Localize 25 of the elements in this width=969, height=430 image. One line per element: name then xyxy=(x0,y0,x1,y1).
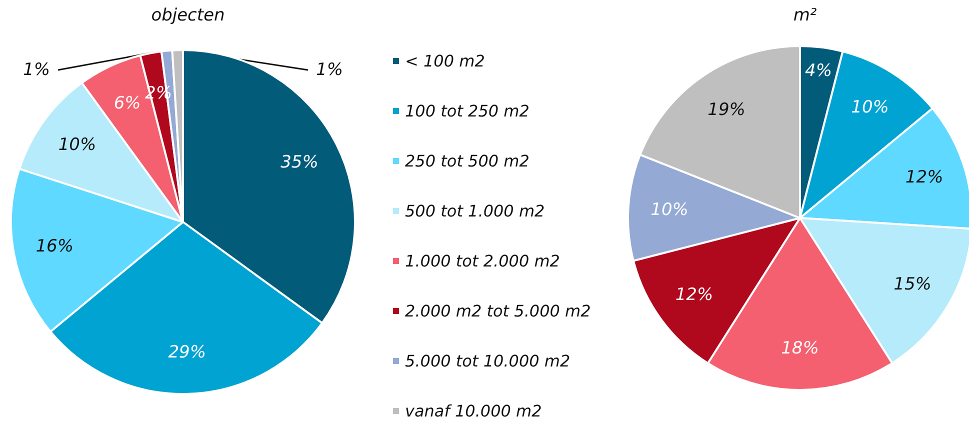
data-label: 1% xyxy=(316,60,343,80)
data-label: 35% xyxy=(280,152,318,173)
legend-label: 5.000 tot 10.000 m2 xyxy=(405,352,570,370)
data-label: 6% xyxy=(114,94,141,114)
data-label: 1% xyxy=(23,60,50,80)
chart-title: m² xyxy=(793,6,817,26)
data-label: 16% xyxy=(36,236,74,256)
legend-label: 250 tot 500 m2 xyxy=(405,152,530,170)
data-label: 10% xyxy=(58,135,96,156)
legend-label: 100 tot 250 m2 xyxy=(405,102,530,120)
legend-label: 500 tot 1.000 m2 xyxy=(405,202,545,220)
data-label: 12% xyxy=(905,168,944,188)
legend-label: vanaf 10.000 m2 xyxy=(405,402,542,420)
chart-title: objecten xyxy=(151,6,225,26)
data-label: 4% xyxy=(805,61,832,82)
data-label: 10% xyxy=(650,200,688,220)
data-label: 10% xyxy=(851,98,889,118)
legend-label: < 100 m2 xyxy=(405,52,485,70)
legend-label: 2.000 m2 tot 5.000 m2 xyxy=(405,302,591,320)
data-label: 29% xyxy=(168,342,206,363)
data-label: 15% xyxy=(894,274,932,295)
legend-label: 1.000 tot 2.000 m2 xyxy=(405,252,560,270)
data-label: 19% xyxy=(708,100,746,120)
data-label: 18% xyxy=(781,338,819,359)
data-label: 12% xyxy=(675,284,714,305)
